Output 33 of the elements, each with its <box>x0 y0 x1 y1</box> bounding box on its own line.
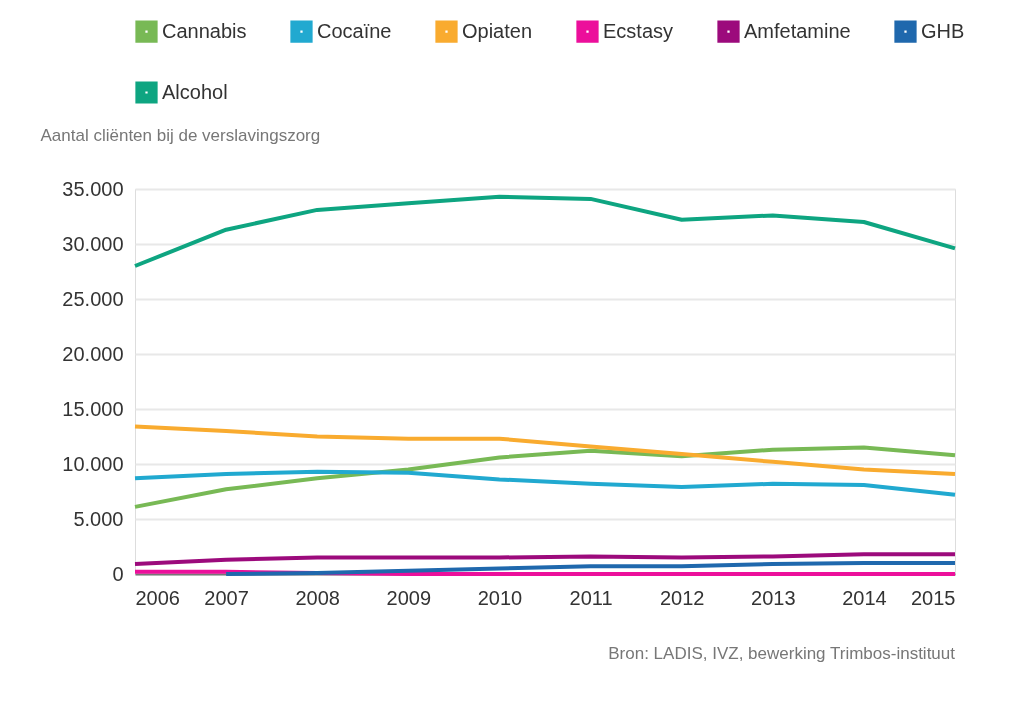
y-tick-label: 35.000 <box>62 177 124 200</box>
x-tick-label: 2006 <box>135 586 180 609</box>
legend-label: Cannabis <box>162 19 247 42</box>
y-tick-label: 5.000 <box>73 507 124 530</box>
x-tick-label: 2014 <box>842 586 887 609</box>
x-tick-label: 2012 <box>659 586 705 609</box>
x-tick-label: 2015 <box>911 586 956 609</box>
x-tick-label: 2008 <box>295 586 340 609</box>
legend-label: Ecstasy <box>603 19 674 42</box>
x-tick-label: 2010 <box>477 586 523 609</box>
legend-label: Alcohol <box>162 80 228 103</box>
y-tick-label: 25.000 <box>62 287 124 310</box>
y-axis-title: Aantal cliënten bij de verslavingszorg <box>40 125 321 145</box>
legend-label: Amfetamine <box>744 19 851 42</box>
y-tick-label: 15.000 <box>62 397 124 420</box>
legend-label: Cocaïne <box>317 19 392 42</box>
legend-label: GHB <box>921 19 965 42</box>
line-series <box>133 469 957 497</box>
text: Bron: LADIS, IVZ, bewerking Trimbos-instituut <box>608 644 956 663</box>
y-tick-label: 0 <box>112 562 124 585</box>
line-series <box>133 445 957 509</box>
legend-label: Opiaten <box>462 19 533 42</box>
y-tick-label: 20.000 <box>62 342 124 365</box>
x-tick-label: 2009 <box>386 586 432 609</box>
y-tick-label: 30.000 <box>62 232 124 255</box>
line-series <box>133 424 957 476</box>
line-series <box>133 552 957 567</box>
line-series <box>224 561 957 576</box>
x-tick-label: 2013 <box>751 586 796 609</box>
y-tick-label: 10.000 <box>62 452 124 475</box>
x-tick-label: 2011 <box>569 586 613 609</box>
line-series <box>133 194 957 268</box>
x-tick-label: 2007 <box>204 586 249 609</box>
